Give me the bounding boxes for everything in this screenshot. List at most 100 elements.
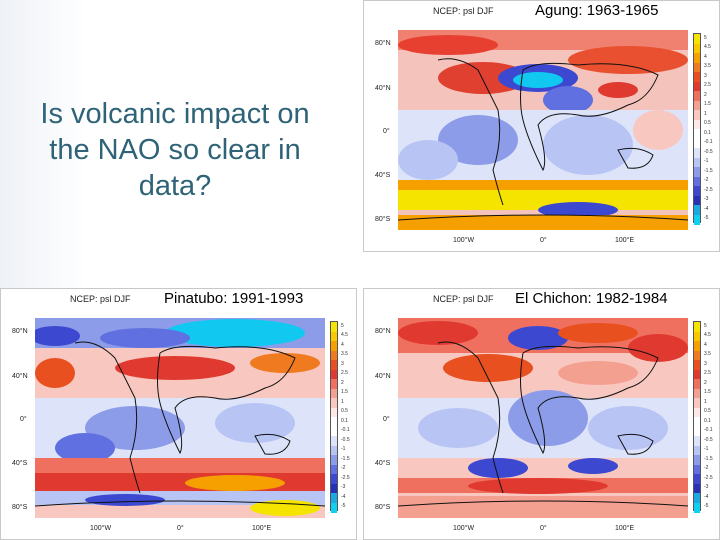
colorbar-tick-label: -2	[704, 465, 709, 472]
colorbar-swatch	[694, 148, 700, 158]
colorbar-tick-label: 3	[341, 360, 344, 367]
colorbar-swatch	[694, 34, 700, 44]
colorbar-tick-label: -5	[704, 503, 709, 510]
colorbar-tick-label: 2	[704, 91, 707, 98]
lon-label: 100°E	[252, 525, 272, 532]
colorbar-tick-label: -1	[704, 158, 709, 165]
colorbar-swatch	[694, 445, 700, 456]
colorbar-swatch	[694, 398, 700, 408]
colorbar-tick-label: 3	[704, 72, 707, 79]
colorbar-tick-label: 2.5	[341, 370, 348, 377]
colorbar-swatch	[331, 502, 337, 513]
colorbar-swatch	[331, 483, 337, 494]
colorbar-swatch	[694, 474, 700, 484]
colorbar-swatch	[694, 72, 700, 82]
colorbar-tick-label: 1	[704, 110, 707, 117]
colorbar-tick-label: 5	[704, 322, 707, 329]
lat-label: 40°S	[12, 460, 28, 467]
colorbar-swatch	[694, 407, 700, 418]
pressure-anomaly-map	[35, 318, 325, 518]
lon-label: 0°	[177, 525, 184, 532]
colorbar-tick-label: 0.5	[704, 120, 711, 127]
colorbar-tick-label: -2.5	[704, 186, 713, 193]
colorbar-tick-label: 2	[704, 379, 707, 386]
panel-title: Agung: 1963-1965	[533, 2, 661, 19]
colorbar-tick-label: -0.1	[341, 427, 350, 434]
lon-label: 100°E	[615, 237, 635, 244]
colorbar-tick-label: -3	[704, 484, 709, 491]
colorbar-swatch	[694, 119, 700, 130]
lat-label: 0°	[383, 128, 390, 135]
colorbar-tick-label: -4	[704, 205, 709, 212]
colorbar-tick-label: -1	[341, 446, 346, 453]
colorbar	[330, 321, 338, 513]
colorbar-swatch	[694, 62, 700, 73]
lon-label: 100°W	[453, 525, 475, 532]
colorbar-tick-label: 0.5	[341, 408, 348, 415]
lat-label: 80°N	[375, 40, 391, 47]
colorbar	[693, 33, 701, 225]
colorbar-swatch	[694, 138, 700, 149]
colorbar-swatch	[331, 369, 337, 380]
colorbar-swatch	[331, 474, 337, 484]
colorbar-swatch	[694, 331, 700, 342]
colorbar-tick-label: -4	[341, 493, 346, 500]
colorbar-swatch	[694, 464, 700, 475]
lat-label: 40°S	[375, 172, 391, 179]
lat-label: 80°S	[375, 216, 391, 223]
colorbar-tick-label: 1.5	[341, 389, 348, 396]
colorbar-swatch	[331, 388, 337, 399]
colorbar-tick-label: 0.1	[341, 417, 348, 424]
el-chichon-map-panel: NCEP: psl DJF El Chichon: 1982-1984	[363, 288, 720, 540]
colorbar-tick-label: -3	[341, 484, 346, 491]
colorbar-swatch	[694, 483, 700, 494]
colorbar-swatch	[694, 205, 700, 215]
lat-label: 80°S	[375, 504, 391, 511]
colorbar-tick-label: -5	[704, 215, 709, 222]
colorbar-swatch	[694, 176, 700, 187]
colorbar-tick-label: 5	[704, 34, 707, 41]
colorbar-tick-label: -5	[341, 503, 346, 510]
colorbar-swatch	[331, 426, 337, 437]
colorbar-swatch	[694, 157, 700, 168]
colorbar	[693, 321, 701, 513]
lat-label: 40°N	[375, 85, 391, 92]
colorbar-tick-label: -1.5	[704, 167, 713, 174]
colorbar-swatch	[694, 379, 700, 389]
colorbar-swatch	[331, 493, 337, 503]
lat-label: 80°S	[12, 504, 28, 511]
lon-label: 100°E	[615, 525, 635, 532]
panel-header: NCEP: psl DJF	[433, 6, 494, 16]
colorbar-tick-label: -1.5	[341, 455, 350, 462]
colorbar-swatch	[694, 360, 700, 370]
colorbar-swatch	[331, 464, 337, 475]
colorbar-tick-label: -4	[704, 493, 709, 500]
lat-label: 40°S	[375, 460, 391, 467]
pressure-anomaly-map	[398, 318, 688, 518]
panel-title: Pinatubo: 1991-1993	[162, 290, 306, 307]
colorbar-tick-label: 4.5	[704, 44, 711, 51]
colorbar-tick-label: 2.5	[704, 82, 711, 89]
colorbar-swatch	[694, 417, 700, 427]
colorbar-tick-label: -2	[341, 465, 346, 472]
colorbar-swatch	[331, 455, 337, 465]
colorbar-swatch	[694, 436, 700, 446]
lon-label: 100°W	[90, 525, 112, 532]
colorbar-tick-label: 0.1	[704, 417, 711, 424]
colorbar-swatch	[694, 110, 700, 120]
colorbar-tick-label: -0.5	[704, 436, 713, 443]
colorbar-tick-label: -0.5	[704, 148, 713, 155]
colorbar-swatch	[694, 129, 700, 139]
panel-header: NCEP: psl DJF	[433, 294, 494, 304]
colorbar-tick-label: 5	[341, 322, 344, 329]
colorbar-swatch	[331, 398, 337, 408]
colorbar-tick-label: -1	[704, 446, 709, 453]
colorbar-tick-label: -0.1	[704, 427, 713, 434]
colorbar-swatch	[331, 341, 337, 351]
pressure-anomaly-map	[398, 30, 688, 230]
colorbar-swatch	[694, 91, 700, 101]
slide-question: Is volcanic impact on the NAO so clear i…	[40, 98, 310, 202]
colorbar-swatch	[694, 341, 700, 351]
colorbar-tick-label: 4	[704, 53, 707, 60]
colorbar-tick-label: 3	[704, 360, 707, 367]
